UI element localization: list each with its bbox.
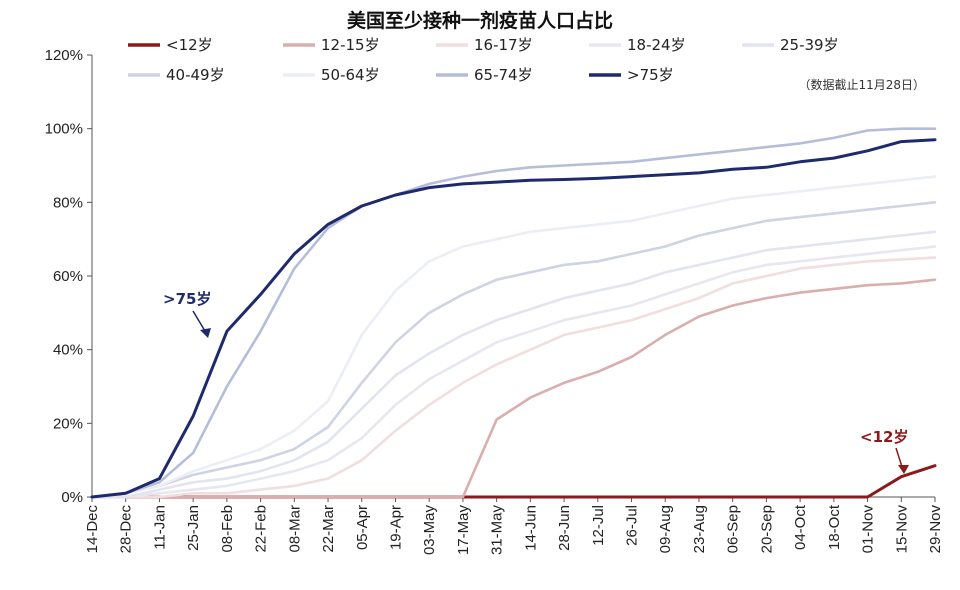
legend-label: 25-39岁 xyxy=(780,36,839,54)
legend-label: 16-17岁 xyxy=(474,36,533,54)
annotation-arrowhead-over75 xyxy=(200,328,211,338)
x-tick-label: 08-Feb xyxy=(219,505,236,553)
legend: <12岁 12-15岁 16-17岁 18-24岁 25-39岁 40-49岁 50-64岁… xyxy=(128,36,839,84)
y-tick-label: 60% xyxy=(53,268,83,285)
x-tick-label: 29-Nov xyxy=(927,505,944,554)
x-tick-label: 06-Sep xyxy=(725,505,742,553)
x-tick-label: 31-May xyxy=(489,505,506,556)
chart-title: 美国至少接种一剂疫苗人口占比 xyxy=(347,9,613,32)
x-tick-label: 12-Jul xyxy=(590,505,607,546)
x-tick-label: 15-Nov xyxy=(893,505,910,554)
x-tick-label: 26-Jul xyxy=(624,505,641,546)
x-tick-label: 28-Jun xyxy=(556,505,573,551)
legend-label: 12-15岁 xyxy=(321,36,380,54)
annotation-arrowhead-under12 xyxy=(898,465,909,474)
x-tick-label: 22-Feb xyxy=(253,505,270,553)
x-tick-label: 01-Nov xyxy=(860,505,877,554)
series-lines xyxy=(90,127,937,499)
series-line-40-49岁 xyxy=(90,201,937,499)
series-line-25-39岁 xyxy=(90,230,937,499)
series-line-16-17岁 xyxy=(90,256,937,499)
y-tick-label: 80% xyxy=(53,194,83,211)
x-tick-label: 04-Oct xyxy=(792,504,809,550)
x-tick-label: 14-Jun xyxy=(522,505,539,551)
x-tick-label: 14-Dec xyxy=(84,505,101,554)
legend-label: 50-64岁 xyxy=(321,66,380,84)
y-tick-label: 0% xyxy=(61,489,83,506)
legend-label: >75岁 xyxy=(627,66,674,84)
x-tick-label: 23-Aug xyxy=(691,505,708,553)
series-line-12-15岁 xyxy=(90,278,937,499)
series-line->75岁 xyxy=(90,138,937,499)
legend-label: 65-74岁 xyxy=(474,66,533,84)
legend-label: 40-49岁 xyxy=(166,66,225,84)
x-tick-label: 05-Apr xyxy=(354,505,371,550)
y-tick-label: 120% xyxy=(45,47,83,64)
x-tick-label: 03-May xyxy=(421,505,438,556)
x-tick-label: 28-Dec xyxy=(118,505,135,554)
series-line-18-24岁 xyxy=(90,245,937,499)
x-tick-label: 09-Aug xyxy=(657,505,674,553)
series-line-50-64岁 xyxy=(90,175,937,499)
x-tick-label: 22-Mar xyxy=(320,505,337,553)
legend-label: <12岁 xyxy=(166,36,213,54)
x-tick-label: 08-Mar xyxy=(286,505,303,553)
x-tick-label: 11-Jan xyxy=(151,505,168,550)
y-tick-label: 100% xyxy=(45,121,83,138)
x-tick-label: 17-May xyxy=(455,505,472,556)
annotation-label-under12: <12岁 xyxy=(860,428,908,446)
annotations: >75岁 <12岁 xyxy=(163,290,909,474)
legend-label: 18-24岁 xyxy=(627,36,686,54)
y-tick-label: 40% xyxy=(53,342,83,359)
x-tick-label: 18-Oct xyxy=(826,504,843,550)
y-tick-label: 20% xyxy=(53,415,83,432)
x-tick-label: 20-Sep xyxy=(758,505,775,553)
x-tick-label: 25-Jan xyxy=(185,505,202,551)
series-line-65-74岁 xyxy=(90,127,937,499)
annotation-label-over75: >75岁 xyxy=(163,290,211,308)
x-tick-label: 19-Apr xyxy=(387,505,404,550)
data-cutoff-note: （数据截止11月28日） xyxy=(798,77,925,92)
